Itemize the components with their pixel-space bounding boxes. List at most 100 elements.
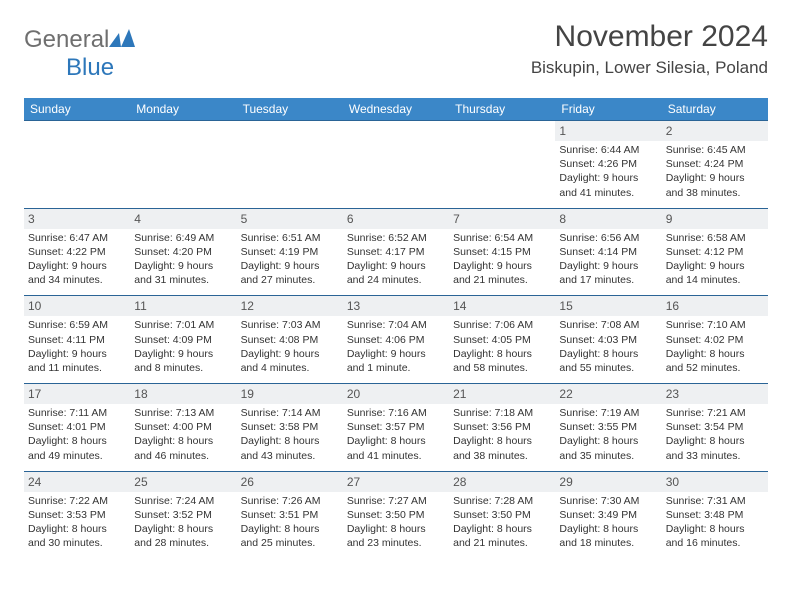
calendar-cell: . <box>130 121 236 209</box>
day-number: 20 <box>343 384 449 404</box>
calendar-cell: . <box>24 121 130 209</box>
day-data: Sunrise: 7:30 AMSunset: 3:49 PMDaylight:… <box>559 494 657 551</box>
day-number: 27 <box>343 472 449 492</box>
sunset-text: Sunset: 3:56 PM <box>453 420 551 434</box>
sunrise-text: Sunrise: 7:08 AM <box>559 318 657 332</box>
calendar-cell: 3Sunrise: 6:47 AMSunset: 4:22 PMDaylight… <box>24 208 130 296</box>
sunset-text: Sunset: 4:12 PM <box>666 245 764 259</box>
calendar-cell: 4Sunrise: 6:49 AMSunset: 4:20 PMDaylight… <box>130 208 236 296</box>
day-data: Sunrise: 6:54 AMSunset: 4:15 PMDaylight:… <box>453 231 551 288</box>
day-number: 26 <box>237 472 343 492</box>
sunrise-text: Sunrise: 7:01 AM <box>134 318 232 332</box>
day-header-row: Sunday Monday Tuesday Wednesday Thursday… <box>24 98 768 121</box>
calendar-cell: . <box>343 121 449 209</box>
day-data: Sunrise: 7:31 AMSunset: 3:48 PMDaylight:… <box>666 494 764 551</box>
day-data: Sunrise: 7:24 AMSunset: 3:52 PMDaylight:… <box>134 494 232 551</box>
sunrise-text: Sunrise: 6:59 AM <box>28 318 126 332</box>
sunset-text: Sunset: 4:20 PM <box>134 245 232 259</box>
sunrise-text: Sunrise: 7:14 AM <box>241 406 339 420</box>
sunset-text: Sunset: 4:08 PM <box>241 333 339 347</box>
daylight-text: Daylight: 8 hours and 33 minutes. <box>666 434 764 462</box>
calendar-cell: 30Sunrise: 7:31 AMSunset: 3:48 PMDayligh… <box>662 471 768 558</box>
calendar-cell: 13Sunrise: 7:04 AMSunset: 4:06 PMDayligh… <box>343 296 449 384</box>
calendar-cell: 21Sunrise: 7:18 AMSunset: 3:56 PMDayligh… <box>449 384 555 472</box>
sunrise-text: Sunrise: 7:10 AM <box>666 318 764 332</box>
day-number: 14 <box>449 296 555 316</box>
daylight-text: Daylight: 8 hours and 38 minutes. <box>453 434 551 462</box>
location: Biskupin, Lower Silesia, Poland <box>531 58 768 78</box>
calendar-cell: 19Sunrise: 7:14 AMSunset: 3:58 PMDayligh… <box>237 384 343 472</box>
calendar-cell: 22Sunrise: 7:19 AMSunset: 3:55 PMDayligh… <box>555 384 661 472</box>
calendar-cell: 7Sunrise: 6:54 AMSunset: 4:15 PMDaylight… <box>449 208 555 296</box>
sunset-text: Sunset: 4:02 PM <box>666 333 764 347</box>
day-data: Sunrise: 7:10 AMSunset: 4:02 PMDaylight:… <box>666 318 764 375</box>
sunrise-text: Sunrise: 6:47 AM <box>28 231 126 245</box>
sunrise-text: Sunrise: 7:03 AM <box>241 318 339 332</box>
calendar-cell: 29Sunrise: 7:30 AMSunset: 3:49 PMDayligh… <box>555 471 661 558</box>
daylight-text: Daylight: 8 hours and 18 minutes. <box>559 522 657 550</box>
calendar-cell: 1Sunrise: 6:44 AMSunset: 4:26 PMDaylight… <box>555 121 661 209</box>
sunrise-text: Sunrise: 7:19 AM <box>559 406 657 420</box>
sunrise-text: Sunrise: 7:04 AM <box>347 318 445 332</box>
daylight-text: Daylight: 8 hours and 16 minutes. <box>666 522 764 550</box>
daylight-text: Daylight: 9 hours and 8 minutes. <box>134 347 232 375</box>
day-number: 5 <box>237 209 343 229</box>
month-title: November 2024 <box>531 20 768 54</box>
daylight-text: Daylight: 9 hours and 27 minutes. <box>241 259 339 287</box>
sunset-text: Sunset: 3:54 PM <box>666 420 764 434</box>
sunrise-text: Sunrise: 7:06 AM <box>453 318 551 332</box>
day-data: Sunrise: 7:19 AMSunset: 3:55 PMDaylight:… <box>559 406 657 463</box>
calendar-week-row: 17Sunrise: 7:11 AMSunset: 4:01 PMDayligh… <box>24 384 768 472</box>
daylight-text: Daylight: 9 hours and 38 minutes. <box>666 171 764 199</box>
day-number: 28 <box>449 472 555 492</box>
daylight-text: Daylight: 9 hours and 4 minutes. <box>241 347 339 375</box>
day-number: 17 <box>24 384 130 404</box>
day-number: 8 <box>555 209 661 229</box>
day-number: 10 <box>24 296 130 316</box>
sunset-text: Sunset: 3:50 PM <box>453 508 551 522</box>
day-number: 25 <box>130 472 236 492</box>
calendar-cell: 9Sunrise: 6:58 AMSunset: 4:12 PMDaylight… <box>662 208 768 296</box>
sunrise-text: Sunrise: 7:31 AM <box>666 494 764 508</box>
daylight-text: Daylight: 8 hours and 35 minutes. <box>559 434 657 462</box>
day-number: 2 <box>662 121 768 141</box>
calendar-cell: 17Sunrise: 7:11 AMSunset: 4:01 PMDayligh… <box>24 384 130 472</box>
sunset-text: Sunset: 4:26 PM <box>559 157 657 171</box>
calendar-cell: 12Sunrise: 7:03 AMSunset: 4:08 PMDayligh… <box>237 296 343 384</box>
calendar-cell: 25Sunrise: 7:24 AMSunset: 3:52 PMDayligh… <box>130 471 236 558</box>
sunset-text: Sunset: 4:24 PM <box>666 157 764 171</box>
day-data: Sunrise: 6:52 AMSunset: 4:17 PMDaylight:… <box>347 231 445 288</box>
day-data: Sunrise: 6:44 AMSunset: 4:26 PMDaylight:… <box>559 143 657 200</box>
sunset-text: Sunset: 4:11 PM <box>28 333 126 347</box>
sunrise-text: Sunrise: 6:45 AM <box>666 143 764 157</box>
day-number: 21 <box>449 384 555 404</box>
calendar-cell: . <box>449 121 555 209</box>
sunset-text: Sunset: 4:01 PM <box>28 420 126 434</box>
day-data: Sunrise: 7:08 AMSunset: 4:03 PMDaylight:… <box>559 318 657 375</box>
sunset-text: Sunset: 4:15 PM <box>453 245 551 259</box>
sunrise-text: Sunrise: 7:16 AM <box>347 406 445 420</box>
day-data: Sunrise: 7:06 AMSunset: 4:05 PMDaylight:… <box>453 318 551 375</box>
sunrise-text: Sunrise: 7:30 AM <box>559 494 657 508</box>
day-header: Wednesday <box>343 98 449 121</box>
logo: General Blue <box>24 20 135 82</box>
calendar-cell: 14Sunrise: 7:06 AMSunset: 4:05 PMDayligh… <box>449 296 555 384</box>
day-data: Sunrise: 6:45 AMSunset: 4:24 PMDaylight:… <box>666 143 764 200</box>
day-number: 4 <box>130 209 236 229</box>
day-header: Sunday <box>24 98 130 121</box>
sunset-text: Sunset: 3:51 PM <box>241 508 339 522</box>
daylight-text: Daylight: 8 hours and 49 minutes. <box>28 434 126 462</box>
day-number: 1 <box>555 121 661 141</box>
calendar-cell: 6Sunrise: 6:52 AMSunset: 4:17 PMDaylight… <box>343 208 449 296</box>
daylight-text: Daylight: 9 hours and 34 minutes. <box>28 259 126 287</box>
daylight-text: Daylight: 9 hours and 41 minutes. <box>559 171 657 199</box>
day-data: Sunrise: 7:11 AMSunset: 4:01 PMDaylight:… <box>28 406 126 463</box>
logo-text: General Blue <box>24 26 135 82</box>
daylight-text: Daylight: 8 hours and 21 minutes. <box>453 522 551 550</box>
day-header: Friday <box>555 98 661 121</box>
calendar-cell: 18Sunrise: 7:13 AMSunset: 4:00 PMDayligh… <box>130 384 236 472</box>
day-number: 7 <box>449 209 555 229</box>
daylight-text: Daylight: 8 hours and 46 minutes. <box>134 434 232 462</box>
day-data: Sunrise: 7:13 AMSunset: 4:00 PMDaylight:… <box>134 406 232 463</box>
header: General Blue November 2024 Biskupin, Low… <box>24 20 768 82</box>
